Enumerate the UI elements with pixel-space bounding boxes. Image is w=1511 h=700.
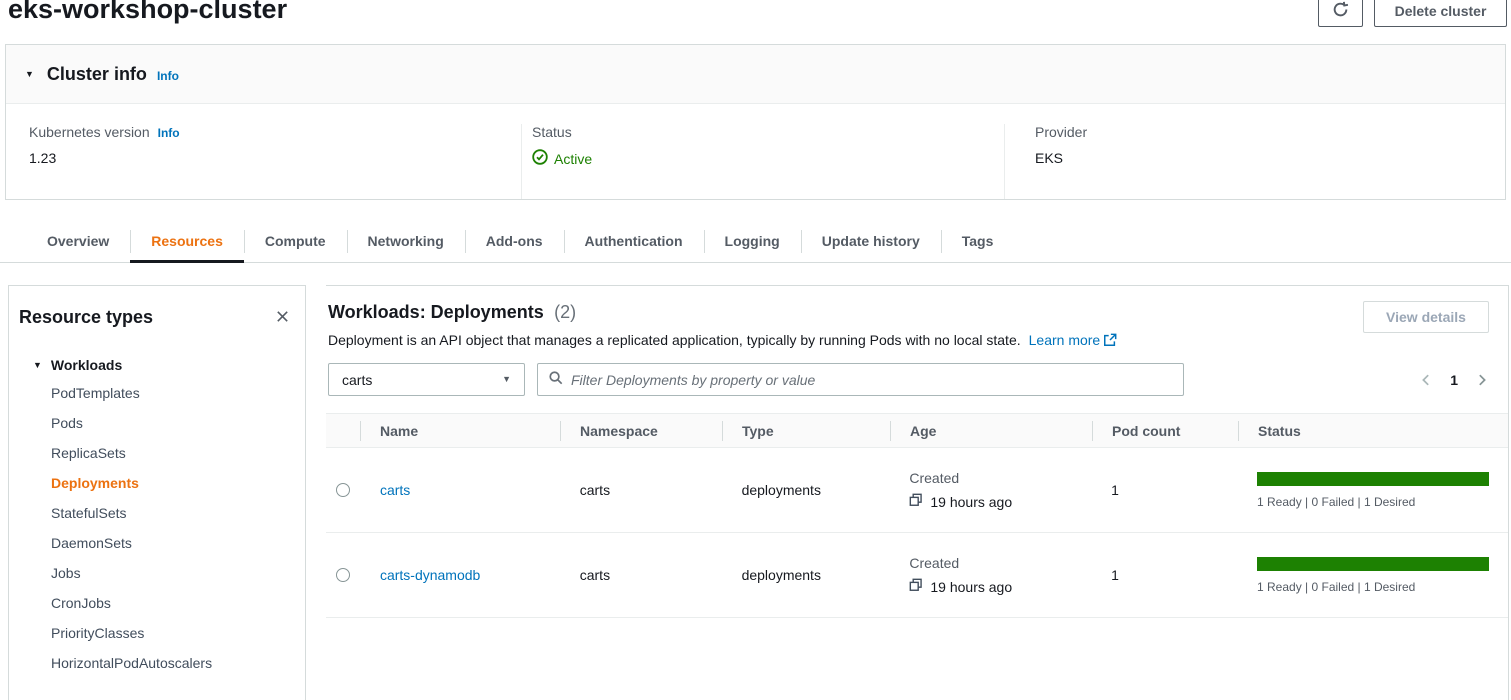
- deployments-search-input[interactable]: [571, 371, 1173, 388]
- refresh-icon: [1332, 1, 1349, 21]
- namespace-filter-value: carts: [342, 371, 373, 388]
- sidebar-item-jobs[interactable]: Jobs: [51, 565, 81, 581]
- close-resource-types-button[interactable]: [275, 309, 290, 327]
- tab-networking[interactable]: Networking: [346, 220, 465, 262]
- cluster-info-header[interactable]: ▼ Cluster info Info: [6, 45, 1505, 104]
- column-header-status: Status: [1238, 420, 1508, 441]
- copy-icon[interactable]: [909, 493, 923, 510]
- kubernetes-version-label: Kubernetes version: [29, 124, 150, 140]
- pagination: 1: [1419, 372, 1489, 388]
- status-progress-bar: [1257, 556, 1489, 571]
- deployment-name-link[interactable]: carts: [379, 482, 411, 498]
- sidebar-item-statefulsets[interactable]: StatefulSets: [51, 505, 127, 521]
- sidebar-items: PodTemplates Pods ReplicaSets Deployment…: [9, 378, 305, 678]
- page-header: eks-workshop-cluster Delete cluster: [0, 0, 1511, 44]
- tab-logging[interactable]: Logging: [703, 220, 801, 262]
- sidebar-group-workloads[interactable]: ▼ Workloads: [33, 357, 305, 373]
- kubernetes-version-field: Kubernetes version Info 1.23: [6, 124, 521, 199]
- delete-cluster-button[interactable]: Delete cluster: [1374, 0, 1507, 27]
- deployments-panel-title: Workloads: Deployments: [328, 302, 544, 322]
- deployment-namespace: carts: [579, 482, 611, 498]
- sidebar-item-replicasets[interactable]: ReplicaSets: [51, 445, 126, 461]
- deployment-type: deployments: [741, 482, 821, 498]
- column-header-name: Name: [360, 420, 560, 441]
- sidebar-item-pods[interactable]: Pods: [51, 415, 83, 431]
- workloads-caret-icon: ▼: [33, 359, 42, 370]
- cluster-info-info-link[interactable]: Info: [156, 69, 179, 83]
- tab-authentication[interactable]: Authentication: [563, 220, 704, 262]
- status-active-check-icon: [532, 149, 548, 168]
- page-title: eks-workshop-cluster: [8, 0, 288, 24]
- status-value: Active: [554, 150, 593, 167]
- provider-label: Provider: [1035, 124, 1088, 140]
- column-header-pod-count: Pod count: [1092, 420, 1238, 441]
- cluster-tabs: Overview Resources Compute Networking Ad…: [0, 220, 1511, 263]
- search-icon: [548, 370, 563, 390]
- table-row: carts-dynamodb carts deployments Created…: [326, 533, 1508, 618]
- row-radio-button[interactable]: [335, 568, 350, 582]
- provider-value: EKS: [1035, 150, 1064, 166]
- deployment-status: 1 Ready | 0 Failed | 1 Desired: [1237, 471, 1508, 509]
- deployments-table: Name Namespace Type Age Pod count Status…: [326, 413, 1508, 618]
- deployment-name-link[interactable]: carts-dynamodb: [379, 567, 481, 583]
- kubernetes-version-info-link[interactable]: Info: [157, 125, 180, 140]
- tab-resources[interactable]: Resources: [130, 220, 244, 263]
- table-header-row: Name Namespace Type Age Pod count Status: [326, 413, 1508, 448]
- close-icon: [275, 309, 290, 327]
- deployment-pod-count: 1: [1111, 567, 1119, 583]
- sidebar-item-deployments[interactable]: Deployments: [51, 475, 139, 491]
- sidebar-item-podtemplates[interactable]: PodTemplates: [51, 385, 140, 401]
- namespace-filter-dropdown[interactable]: carts ▼: [328, 363, 525, 396]
- chevron-down-icon: ▼: [502, 374, 511, 384]
- provider-field: Provider EKS: [1004, 124, 1505, 199]
- resource-types-title: Resource types: [19, 307, 154, 327]
- tab-update-history[interactable]: Update history: [800, 220, 941, 262]
- cluster-info-card: ▼ Cluster info Info Kubernetes version I…: [5, 44, 1506, 200]
- deployments-panel: Workloads: Deployments (2) View details …: [326, 285, 1509, 700]
- sidebar-item-daemonsets[interactable]: DaemonSets: [51, 535, 132, 551]
- pagination-next-icon[interactable]: [1475, 373, 1489, 387]
- status-label: Status: [532, 124, 572, 140]
- status-field: Status Active: [521, 124, 1004, 199]
- sidebar-item-horizontalpodautoscalers[interactable]: HorizontalPodAutoscalers: [51, 655, 213, 671]
- deployment-type: deployments: [741, 567, 821, 583]
- search-box: [537, 363, 1184, 396]
- deployments-description: Deployment is an API object that manages…: [328, 332, 1489, 350]
- status-progress-bar: [1257, 471, 1489, 486]
- tab-compute[interactable]: Compute: [243, 220, 347, 262]
- workloads-group-label: Workloads: [50, 357, 123, 373]
- tab-overview[interactable]: Overview: [47, 233, 110, 249]
- sidebar-item-priorityclasses[interactable]: PriorityClasses: [51, 625, 145, 641]
- row-radio-button[interactable]: [335, 483, 350, 497]
- learn-more-link[interactable]: Learn more: [1029, 332, 1118, 348]
- pagination-prev-icon[interactable]: [1419, 373, 1433, 387]
- cluster-info-body: Kubernetes version Info 1.23 Status Acti…: [6, 104, 1505, 199]
- copy-icon[interactable]: [909, 578, 923, 595]
- kubernetes-version-value: 1.23: [29, 150, 57, 166]
- filter-row: carts ▼ 1: [326, 363, 1508, 396]
- deployments-count: (2): [554, 302, 577, 322]
- view-details-button[interactable]: View details: [1363, 301, 1489, 333]
- tab-tags[interactable]: Tags: [940, 220, 1015, 262]
- column-header-namespace: Namespace: [560, 420, 722, 441]
- deployment-namespace: carts: [579, 567, 611, 583]
- table-row: carts carts deployments Created 19 hours…: [326, 448, 1508, 533]
- resource-types-panel: Resource types ▼ Workloads PodTemplates …: [8, 285, 306, 700]
- tab-add-ons[interactable]: Add-ons: [464, 220, 564, 262]
- refresh-button[interactable]: [1318, 0, 1363, 27]
- deployment-age: Created 19 hours ago: [909, 555, 1013, 595]
- deployment-status: 1 Ready | 0 Failed | 1 Desired: [1237, 556, 1508, 594]
- deployment-pod-count: 1: [1111, 482, 1119, 498]
- external-link-icon: [1103, 333, 1117, 350]
- collapse-caret-icon: ▼: [25, 68, 34, 79]
- sidebar-item-cronjobs[interactable]: CronJobs: [51, 595, 111, 611]
- cluster-info-title: Cluster info: [46, 63, 147, 84]
- column-header-type: Type: [722, 420, 890, 441]
- column-header-age: Age: [890, 420, 1092, 441]
- deployment-age: Created 19 hours ago: [909, 470, 1013, 510]
- pagination-current-page[interactable]: 1: [1450, 371, 1458, 388]
